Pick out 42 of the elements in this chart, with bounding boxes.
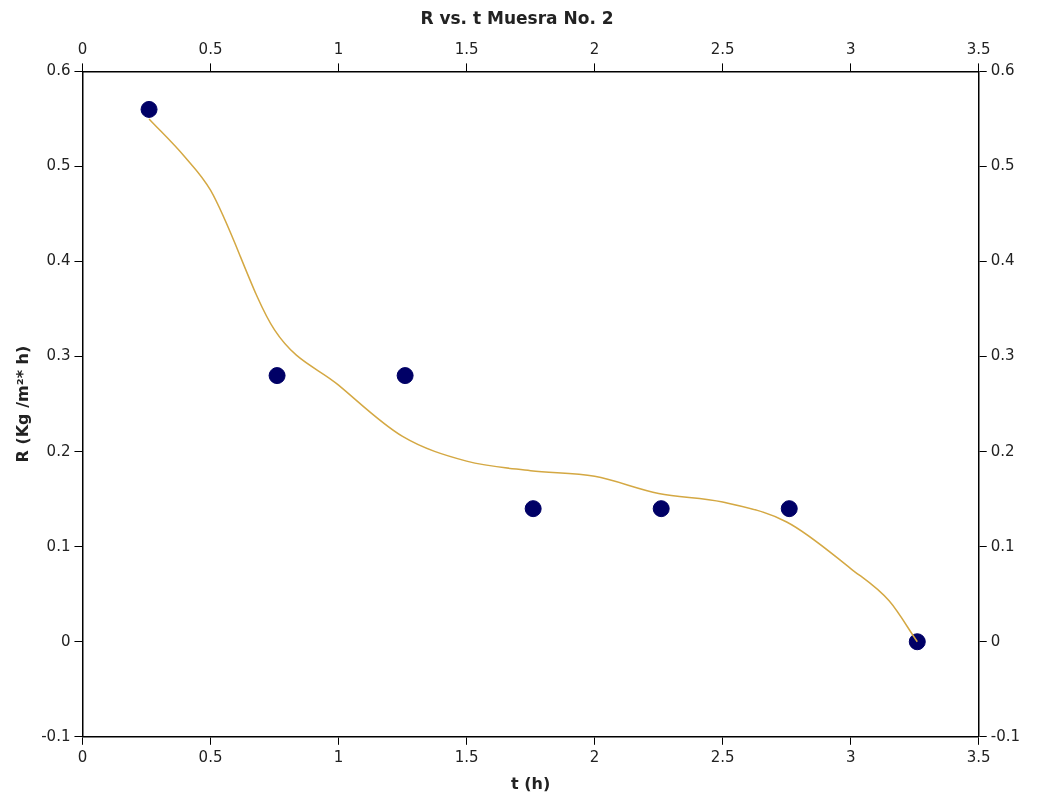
point xyxy=(780,500,798,518)
x2-tick-label: 3 xyxy=(845,40,856,59)
x2-tick-label: 1 xyxy=(333,40,344,59)
y-axis-title: R (Kg /m²* h) xyxy=(12,345,32,463)
y-tick-label: 0.2 xyxy=(46,441,71,460)
y-tick-label: 0.5 xyxy=(46,156,71,175)
y-tick-label: 0.1 xyxy=(46,536,71,555)
x-tick-label: 0.5 xyxy=(198,747,223,766)
x-tick-label: 2.5 xyxy=(710,747,735,766)
point xyxy=(908,633,926,651)
x2-tick-label: 0.5 xyxy=(198,40,223,59)
y-tick-label: 0 xyxy=(60,631,71,650)
x-tick-label: 3 xyxy=(845,747,856,766)
y-tick-label: 0.4 xyxy=(46,251,71,270)
y-tick-label: 0.6 xyxy=(46,61,71,80)
x2-tick-label: 0 xyxy=(77,40,88,59)
x2-tick-label: 2.5 xyxy=(710,40,735,59)
chart-title: R vs. t Muesra No. 2 xyxy=(420,7,614,28)
point xyxy=(652,500,670,518)
y2-tick-label: 0.1 xyxy=(990,536,1015,555)
y2-tick-label: 0.6 xyxy=(990,61,1015,80)
y2-tick-label: -0.1 xyxy=(990,726,1021,745)
x2-tick-label: 3.5 xyxy=(966,40,991,59)
point xyxy=(396,367,414,385)
x-tick-label: 0 xyxy=(77,747,88,766)
x2-tick-label: 1.5 xyxy=(454,40,479,59)
point xyxy=(140,100,158,118)
x2-tick-label: 2 xyxy=(589,40,600,59)
y2-tick-label: 0 xyxy=(990,631,1001,650)
point xyxy=(524,500,542,518)
y2-tick-label: 0.5 xyxy=(990,156,1015,175)
y2-tick-label: 0.2 xyxy=(990,441,1015,460)
y2-tick-label: 0.3 xyxy=(990,346,1015,365)
point xyxy=(268,367,286,385)
x-axis-title: t (h) xyxy=(510,773,551,793)
x-tick-label: 1.5 xyxy=(454,747,479,766)
y-tick-label: 0.3 xyxy=(46,346,71,365)
x-tick-label: 2 xyxy=(589,747,600,766)
y2-tick-label: 0.4 xyxy=(990,251,1015,270)
x-tick-label: 1 xyxy=(333,747,344,766)
x-tick-label: 3.5 xyxy=(966,747,991,766)
y-tick-label: -0.1 xyxy=(41,726,71,745)
